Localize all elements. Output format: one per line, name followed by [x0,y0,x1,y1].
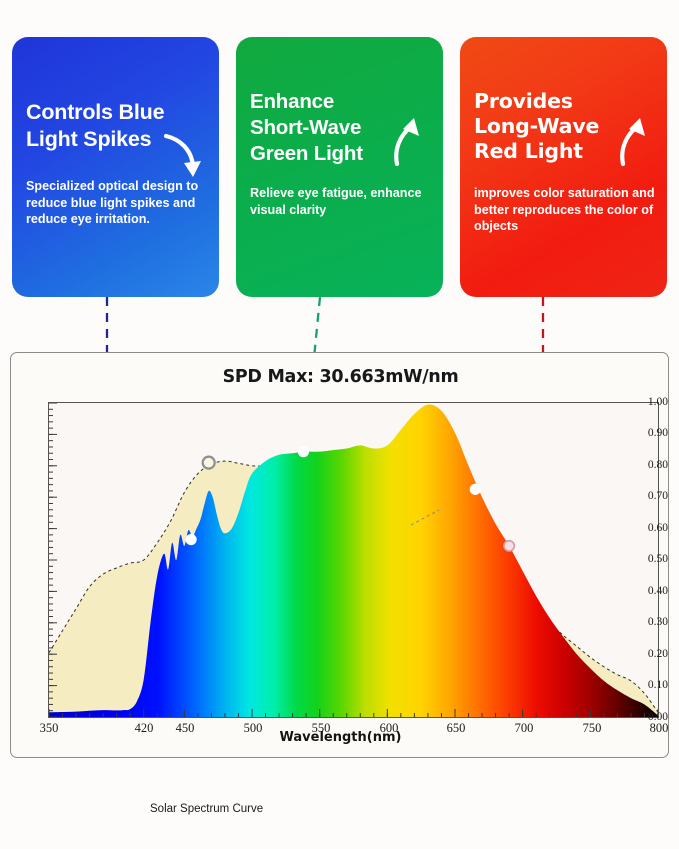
card-controls-blue-light-spikes[interactable]: Controls Blue Light Spikes Specialized op… [12,37,219,297]
x-axis-title: Wavelength(nm) [279,730,402,745]
y-tick-label: 0.30 [647,616,668,628]
card-subtext: Specialized optical design to reduce blu… [26,179,199,226]
card-heading: Provides Long-Wave Red Light [474,89,600,163]
x-tick-label: 550 [311,721,331,735]
curve-marker [297,446,310,458]
x-tick-label: 420 [134,721,154,735]
chart-plot-area [48,402,659,718]
y-tick-label: 0.50 [647,553,668,565]
solar-label-leader [410,509,440,526]
arrow-down-curved-icon [163,133,201,177]
x-tick-label: 700 [514,721,534,735]
chart-title: SPD Max: 30.663mW/nm [222,367,459,387]
x-tick-label: 500 [243,721,263,735]
y-tick-label: 0.60 [647,522,668,534]
x-tick-label: 750 [582,721,602,735]
y-tick-label: 0.00 [647,711,668,723]
y-tick-label: 0.10 [647,679,668,691]
y-tick-label: 0.70 [647,490,668,502]
card-heading: Controls Blue Light Spikes [26,100,165,151]
x-tick-label: 350 [39,721,59,735]
arrow-up-curved-icon [620,118,645,167]
card-subtext: Relieve eye fatigue, enhance visual clar… [250,186,422,217]
x-tick-label: 600 [379,721,399,735]
curve-marker [201,455,216,470]
y-tick-label: 0.20 [647,648,668,660]
spectrum-plot [49,403,658,717]
y-tick-label: 0.80 [647,459,668,471]
card-enhance-short-wave-green-light[interactable]: Enhance Short-Wave Green Light Relieve eye… [236,37,443,297]
y-tick-label: 0.40 [647,585,668,597]
card-provides-long-wave-red-light[interactable]: Provides Long-Wave Red Light improves colo… [460,37,667,297]
curve-marker [185,533,197,546]
arrow-up-curved-icon [394,118,419,167]
curve-marker [503,539,516,552]
solar-spectrum-curve-label: Solar Spectrum Curve [150,803,264,815]
card-subtext: improves color saturation and better rep… [474,186,655,233]
x-tick-label: 800 [649,721,669,735]
card-heading: Enhance Short-Wave Green Light [250,90,363,165]
curve-marker [469,483,481,495]
y-tick-label: 1.00 [647,396,668,408]
x-tick-label: 650 [446,721,466,735]
x-tick-label: 450 [175,721,195,735]
spd-chart-panel: SPD Max: 30.663mW/nm [10,352,669,815]
y-tick-label: 0.90 [647,427,668,439]
feature-cards-row: Controls Blue Light Spikes Specialized op… [0,0,679,300]
